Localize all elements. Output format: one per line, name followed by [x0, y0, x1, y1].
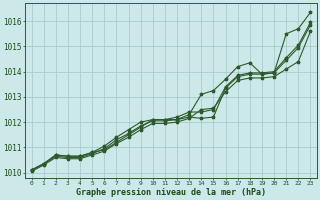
X-axis label: Graphe pression niveau de la mer (hPa): Graphe pression niveau de la mer (hPa) [76, 188, 266, 197]
